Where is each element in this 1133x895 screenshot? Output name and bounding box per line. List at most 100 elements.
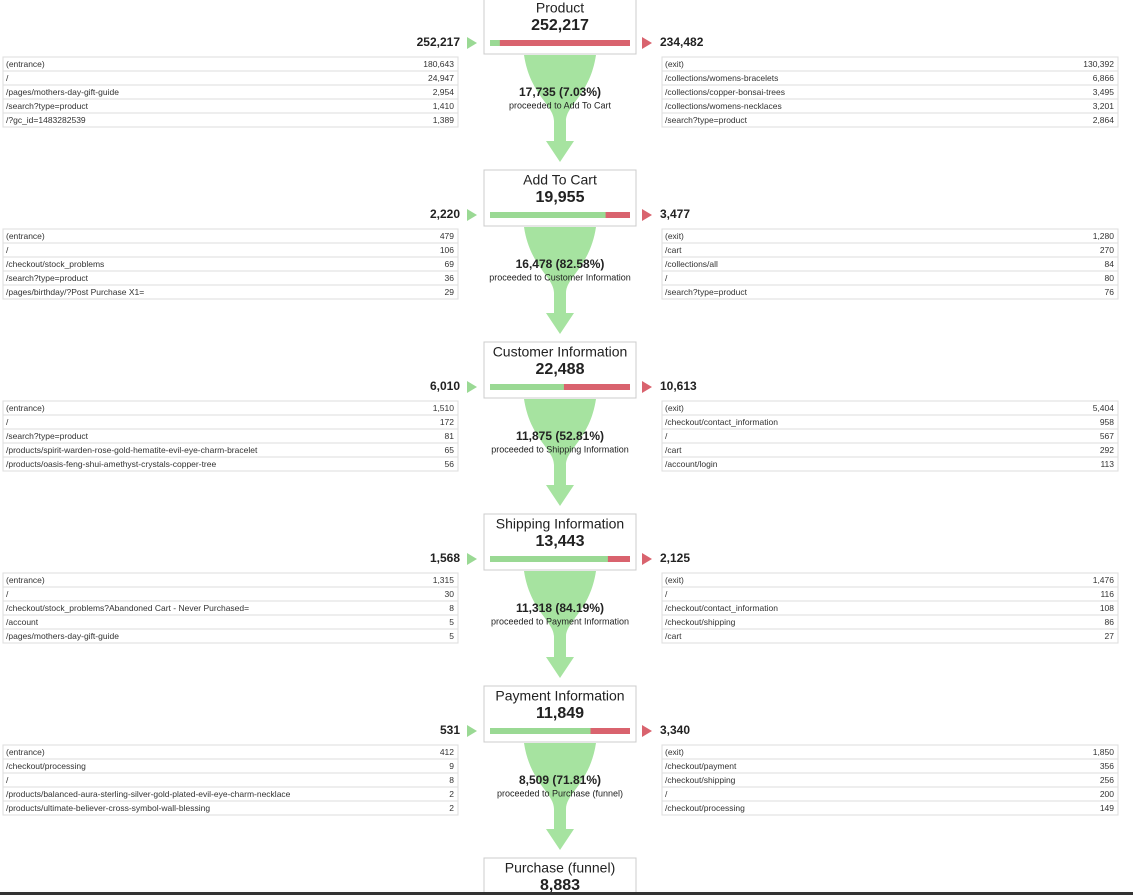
row-value: 1,476 bbox=[1093, 575, 1115, 585]
row-label: /search?type=product bbox=[6, 431, 89, 441]
entrances-count: 1,568 bbox=[430, 551, 460, 565]
table-row bbox=[2, 400, 459, 416]
row-label: / bbox=[6, 73, 9, 83]
row-label: (entrance) bbox=[6, 403, 45, 413]
proceeded-count: 8,509 (71.81%) bbox=[519, 773, 601, 787]
row-value: 1,315 bbox=[433, 575, 455, 585]
bottom-bar bbox=[0, 892, 1133, 895]
table-row bbox=[2, 744, 459, 760]
row-label: /collections/womens-bracelets bbox=[665, 73, 778, 83]
table-row bbox=[2, 572, 459, 588]
row-label: /checkout/stock_problems?Abandoned Cart … bbox=[6, 603, 249, 613]
table-row bbox=[2, 800, 459, 816]
row-value: 113 bbox=[1100, 459, 1114, 469]
stage-total: 13,443 bbox=[536, 533, 585, 550]
row-label: (entrance) bbox=[6, 747, 45, 757]
row-value: 65 bbox=[445, 445, 455, 455]
stage-name: Add To Cart bbox=[523, 172, 597, 188]
row-label: (exit) bbox=[665, 231, 684, 241]
exits-count: 234,482 bbox=[660, 35, 704, 49]
row-value: 5 bbox=[449, 617, 454, 627]
row-value: 5 bbox=[449, 631, 454, 641]
table-row bbox=[661, 428, 1119, 444]
entrance-arrow bbox=[467, 209, 477, 221]
stage-box bbox=[483, 857, 637, 895]
proceed-bar bbox=[490, 556, 608, 562]
row-label: /search?type=product bbox=[6, 273, 89, 283]
row-label: /search?type=product bbox=[665, 115, 748, 125]
exits-count: 10,613 bbox=[660, 379, 697, 393]
table-row bbox=[2, 70, 459, 86]
row-label: /collections/copper-bonsai-trees bbox=[665, 87, 785, 97]
row-value: 84 bbox=[1105, 259, 1115, 269]
proceeded-text: proceeded to Purchase (funnel) bbox=[497, 788, 623, 798]
table-row bbox=[661, 800, 1119, 816]
proceeded-text: proceeded to Customer Information bbox=[489, 272, 631, 282]
proceeded-text: proceeded to Shipping Information bbox=[491, 444, 629, 454]
table-row bbox=[2, 772, 459, 788]
row-value: 76 bbox=[1105, 287, 1115, 297]
exits-count: 2,125 bbox=[660, 551, 690, 565]
row-value: 27 bbox=[1105, 631, 1115, 641]
stage-total: 19,955 bbox=[536, 189, 585, 206]
row-value: 69 bbox=[445, 259, 455, 269]
row-label: (entrance) bbox=[6, 231, 45, 241]
table-row bbox=[661, 56, 1119, 72]
row-value: 2 bbox=[449, 789, 454, 799]
row-value: 1,850 bbox=[1093, 747, 1115, 757]
exits-count: 3,477 bbox=[660, 207, 690, 221]
table-row bbox=[661, 270, 1119, 286]
proceed-bar bbox=[490, 384, 564, 390]
row-value: 200 bbox=[1100, 789, 1114, 799]
row-label: / bbox=[665, 789, 668, 799]
row-label: /products/balanced-aura-sterling-silver-… bbox=[6, 789, 291, 799]
row-value: 81 bbox=[445, 431, 455, 441]
entrance-arrow bbox=[467, 553, 477, 565]
row-label: /checkout/contact_information bbox=[665, 417, 778, 427]
row-label: /collections/all bbox=[665, 259, 718, 269]
row-label: (exit) bbox=[665, 575, 684, 585]
table-row bbox=[661, 586, 1119, 602]
row-value: 80 bbox=[1105, 273, 1115, 283]
row-value: 36 bbox=[445, 273, 455, 283]
entrances-count: 2,220 bbox=[430, 207, 460, 221]
table-row bbox=[2, 242, 459, 258]
table-row bbox=[2, 414, 459, 430]
row-label: /checkout/processing bbox=[665, 803, 745, 813]
row-label: /cart bbox=[665, 445, 682, 455]
row-label: / bbox=[665, 431, 668, 441]
row-value: 1,410 bbox=[433, 101, 455, 111]
row-value: 5,404 bbox=[1093, 403, 1115, 413]
row-label: (entrance) bbox=[6, 59, 45, 69]
table-row bbox=[661, 744, 1119, 760]
row-value: 2,864 bbox=[1093, 115, 1115, 125]
entrances-count: 531 bbox=[440, 723, 460, 737]
row-label: /checkout/shipping bbox=[665, 775, 736, 785]
proceeded-count: 11,318 (84.19%) bbox=[516, 601, 604, 615]
table-row bbox=[661, 400, 1119, 416]
row-label: /products/ultimate-believer-cross-symbol… bbox=[6, 803, 210, 813]
table-row bbox=[661, 786, 1119, 802]
row-label: (entrance) bbox=[6, 575, 45, 585]
row-value: 6,866 bbox=[1093, 73, 1115, 83]
table-row bbox=[2, 284, 459, 300]
row-value: 56 bbox=[445, 459, 455, 469]
row-value: 172 bbox=[440, 417, 454, 427]
row-label: / bbox=[6, 417, 9, 427]
row-value: 116 bbox=[1100, 589, 1114, 599]
stage-name: Customer Information bbox=[493, 344, 628, 360]
row-value: 24,947 bbox=[428, 73, 454, 83]
row-value: 3,201 bbox=[1093, 101, 1115, 111]
row-value: 8 bbox=[449, 775, 454, 785]
row-value: 86 bbox=[1105, 617, 1115, 627]
entrance-arrow bbox=[467, 381, 477, 393]
row-value: 567 bbox=[1100, 431, 1114, 441]
row-label: /search?type=product bbox=[665, 287, 748, 297]
table-row bbox=[2, 586, 459, 602]
table-row bbox=[2, 614, 459, 630]
funnel-flow bbox=[524, 55, 596, 162]
proceeded-text: proceeded to Payment Information bbox=[491, 616, 629, 626]
stage-total: 8,883 bbox=[540, 877, 580, 894]
exit-arrow bbox=[642, 209, 652, 221]
stage-total: 252,217 bbox=[531, 17, 589, 34]
